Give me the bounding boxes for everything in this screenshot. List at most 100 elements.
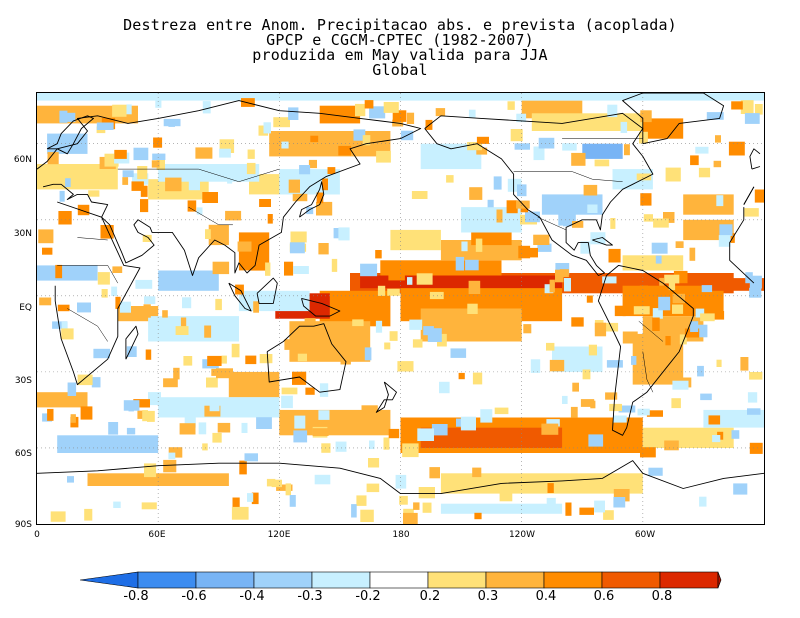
skill-cell <box>672 293 685 304</box>
skill-cell <box>700 393 712 401</box>
skill-cell <box>168 119 175 127</box>
coastline <box>125 325 139 360</box>
skill-cell <box>100 225 114 239</box>
skill-cell <box>369 440 375 450</box>
skill-cell <box>412 339 423 348</box>
skill-cell <box>61 321 68 332</box>
skill-cell <box>699 496 707 507</box>
skill-cell <box>256 417 272 429</box>
skill-cell <box>749 287 762 298</box>
skill-cell <box>88 190 100 197</box>
skill-cell <box>285 483 291 496</box>
skill-cell <box>369 106 386 119</box>
skill-cell <box>631 356 637 365</box>
skill-cell <box>84 508 93 521</box>
skill-cell <box>259 354 273 364</box>
skill-cell <box>416 273 433 285</box>
skill-cell <box>440 473 643 494</box>
colorbar-swatch <box>427 571 487 589</box>
skill-cell <box>387 288 400 296</box>
skill-cell <box>538 137 555 149</box>
political-borders <box>57 138 664 393</box>
coastline <box>37 100 422 276</box>
skill-cell <box>706 112 724 120</box>
skill-cell <box>646 410 663 417</box>
skill-cell <box>206 377 218 388</box>
skill-cell <box>245 355 257 365</box>
skill-cell <box>664 274 680 284</box>
skill-cell <box>582 143 623 159</box>
skill-cell <box>180 317 187 332</box>
skill-cell <box>564 278 571 292</box>
skill-cell <box>594 159 610 167</box>
lat-label-eq: EQ <box>19 303 32 313</box>
coastline <box>301 297 341 317</box>
skill-cell <box>652 317 660 331</box>
skill-cell <box>353 129 366 141</box>
skill-cell <box>163 378 178 388</box>
skill-cell <box>541 423 559 435</box>
skill-cell <box>506 200 518 214</box>
skill-cell <box>607 104 618 118</box>
skill-cell <box>522 247 538 258</box>
coastline <box>54 201 141 386</box>
skill-cell <box>643 214 653 222</box>
skill-cell <box>141 502 157 510</box>
skill-cell <box>219 148 231 158</box>
skill-cell <box>289 242 305 254</box>
skill-cell <box>288 179 300 193</box>
colorbar-label: 0.2 <box>419 589 441 604</box>
skill-cell <box>571 317 584 327</box>
skill-cell <box>281 387 298 395</box>
skill-cell <box>364 100 374 109</box>
skill-cell <box>690 155 699 166</box>
skill-cell <box>472 372 483 385</box>
skill-cell <box>119 301 131 313</box>
skill-cell <box>437 333 447 347</box>
skill-cell <box>246 162 256 175</box>
skill-cell <box>620 121 628 133</box>
skill-cell <box>523 484 538 491</box>
coastline <box>597 264 694 436</box>
skill-cell <box>413 502 420 510</box>
skill-cell <box>152 153 166 160</box>
skill-cell <box>122 177 129 185</box>
skill-cell <box>747 392 758 403</box>
skill-cell <box>580 241 591 254</box>
skill-cell <box>310 135 319 143</box>
skill-cell <box>468 280 481 294</box>
skill-cell <box>559 269 569 277</box>
skill-cell <box>212 261 230 275</box>
skill-cell <box>204 325 212 338</box>
skill-cell <box>507 101 515 110</box>
skill-cell <box>383 437 390 450</box>
skill-cell <box>47 408 54 421</box>
skill-cell <box>316 201 333 216</box>
lon-label-60e: 60E <box>148 530 166 540</box>
skill-cell <box>510 129 523 142</box>
skill-cell <box>163 459 177 473</box>
skill-cell <box>583 184 598 196</box>
skill-cell <box>610 218 616 229</box>
skill-cell <box>284 339 300 350</box>
skill-cell <box>331 258 338 272</box>
skill-cell <box>609 403 622 412</box>
skill-cell <box>472 467 482 478</box>
skill-cell <box>514 143 530 150</box>
skill-cell <box>184 417 196 428</box>
skill-cell <box>292 371 307 385</box>
colorbar-swatch <box>253 571 313 589</box>
skill-cell <box>745 272 753 284</box>
skill-cell <box>655 255 662 264</box>
skill-cell <box>37 265 98 281</box>
skill-cell <box>114 149 127 159</box>
skill-cell <box>217 422 231 433</box>
skill-cell <box>289 495 296 507</box>
skill-cell <box>388 428 400 439</box>
coastline <box>256 277 278 304</box>
colorbar-swatch <box>369 571 429 589</box>
skill-cell <box>530 359 541 373</box>
skill-cell <box>77 302 91 313</box>
skill-cell <box>133 399 150 408</box>
skill-cell <box>460 416 476 431</box>
